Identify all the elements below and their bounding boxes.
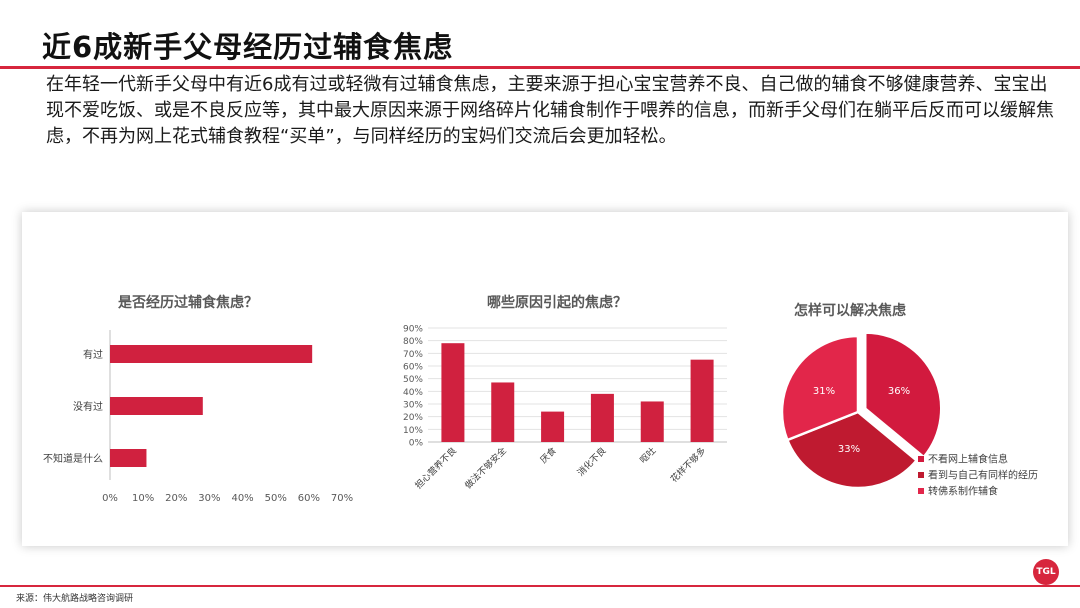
brand-logo: TGL	[1033, 559, 1059, 585]
chart2-tick-label: 80%	[403, 337, 423, 347]
chart1-tick-label: 10%	[132, 493, 154, 504]
chart2-tick-label: 30%	[403, 401, 423, 411]
chart3-legend-label: 转佛系制作辅食	[928, 485, 998, 498]
chart1-bar	[110, 397, 203, 415]
chart3-legend-swatch	[918, 488, 924, 494]
chart3-slice	[785, 410, 919, 490]
chart1-tick-label: 50%	[265, 493, 287, 504]
chart3-value-label: 36%	[888, 386, 910, 397]
chart2-bar	[590, 393, 614, 442]
chart1-category-label: 没有过	[73, 400, 103, 413]
chart3-value-label: 31%	[813, 386, 835, 397]
chart2-tick-label: 20%	[403, 413, 423, 423]
chart1-tick-label: 40%	[231, 493, 253, 504]
chart2-tick-label: 0%	[409, 439, 424, 449]
footer-divider	[0, 585, 1080, 587]
chart2-tick-label: 50%	[403, 375, 423, 385]
page-title: 近6成新手父母经历过辅食焦虑	[42, 30, 454, 64]
chart2-bar	[640, 401, 664, 442]
chart3-slice	[863, 331, 943, 459]
chart2-bar	[541, 411, 565, 442]
chart1-category-label: 不知道是什么	[43, 452, 103, 465]
chart1-bar	[110, 449, 147, 467]
title-divider	[0, 66, 1080, 69]
chart1-category-label: 有过	[83, 348, 103, 361]
chart3-legend-label: 不看网上辅食信息	[928, 453, 1008, 466]
chart1-tick-label: 0%	[102, 493, 118, 504]
chart1-bar	[110, 345, 313, 363]
chart2-tick-label: 70%	[403, 350, 423, 360]
source-note: 来源：伟大航路战略咨询调研	[16, 594, 134, 604]
chart2-tick-label: 40%	[403, 388, 423, 398]
chart2-bar	[441, 343, 465, 442]
chart2-tick-label: 60%	[403, 363, 423, 373]
chart1-tick-label: 60%	[298, 493, 320, 504]
chart3-slice	[780, 334, 860, 442]
chart3-value-label: 33%	[838, 444, 860, 455]
chart2-bar	[491, 382, 515, 442]
chart1-title: 是否经历过辅食焦虑？	[118, 295, 258, 311]
chart3-legend-swatch	[918, 472, 924, 478]
chart3-legend-label: 看到与自己有同样的经历	[928, 469, 1038, 482]
chart2-title: 哪些原因引起的焦虑？	[487, 295, 627, 311]
chart1-tick-label: 20%	[165, 493, 187, 504]
chart1-tick-label: 70%	[331, 493, 353, 504]
chart2-tick-label: 90%	[403, 325, 423, 335]
chart1-tick-label: 30%	[198, 493, 220, 504]
intro-paragraph: 在年轻一代新手父母中有近6成有过或轻微有过辅食焦虑，主要来源于担心宝宝营养不良、…	[46, 74, 1054, 147]
chart3-legend-swatch	[918, 456, 924, 462]
chart3-title: 怎样可以解决焦虑	[794, 303, 906, 319]
chart2-tick-label: 10%	[403, 426, 423, 436]
chart2-bar	[690, 359, 714, 442]
